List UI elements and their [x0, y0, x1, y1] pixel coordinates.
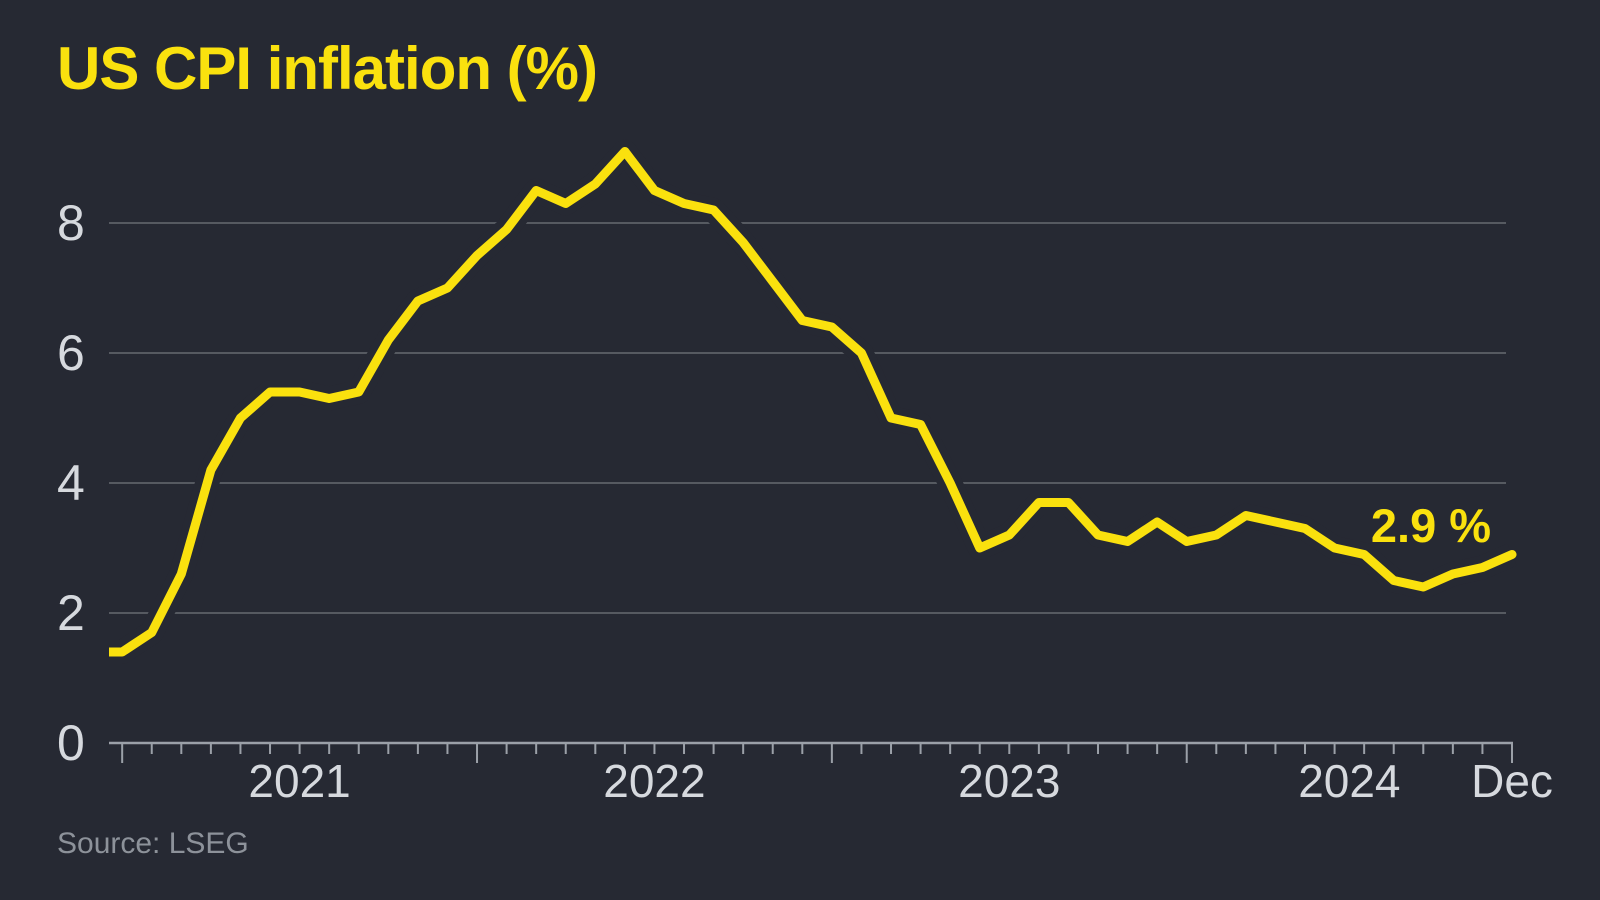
data-line-group — [109, 139, 1517, 664]
x-end-label: Dec — [1471, 755, 1553, 807]
gridlines — [109, 222, 1506, 614]
latest-value-annotation: 2.9 % — [1370, 499, 1492, 552]
y-tick-label-4: 4 — [57, 455, 85, 511]
y-axis-labels: 0 2 4 6 8 — [57, 195, 85, 771]
y-tick-label-8: 8 — [57, 195, 85, 251]
x-year-label-2021: 2021 — [248, 755, 350, 807]
chart-title: US CPI inflation (%) — [57, 35, 598, 102]
x-axis-labels: 2021 2022 2023 2024 Dec — [248, 755, 1552, 807]
source-attribution: Source: LSEG — [57, 827, 249, 860]
x-year-label-2024: 2024 — [1298, 755, 1400, 807]
cpi-line — [109, 147, 1517, 657]
y-tick-label-0: 0 — [57, 715, 85, 771]
y-tick-label-2: 2 — [57, 585, 85, 641]
cpi-line-halo — [109, 139, 1517, 664]
y-tick-label-6: 6 — [57, 325, 85, 381]
x-axis — [109, 741, 1514, 763]
x-year-label-2023: 2023 — [958, 755, 1060, 807]
x-year-label-2022: 2022 — [603, 755, 705, 807]
